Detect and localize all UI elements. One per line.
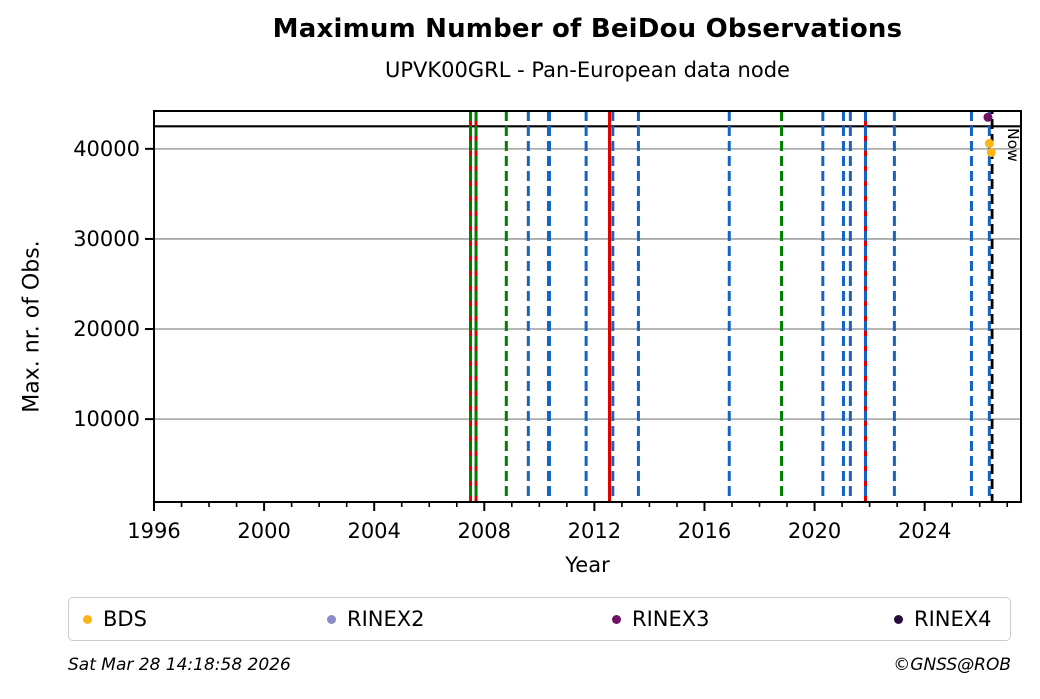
legend-label: RINEX2	[347, 607, 425, 631]
legend-marker-rinex2	[327, 614, 336, 624]
data-point-bds	[986, 147, 996, 157]
x-tick-label: 2016	[678, 519, 731, 543]
x-tick-label: 2012	[568, 519, 621, 543]
credit: ©GNSS@ROB	[893, 655, 1011, 675]
legend-label: RINEX3	[632, 607, 710, 631]
x-tick-label: 2020	[788, 519, 841, 543]
y-tick-label: 30000	[73, 227, 140, 251]
legend-item-rinex4: RINEX4	[894, 598, 992, 640]
legend-marker-rinex3	[612, 614, 621, 624]
y-tick-label: 40000	[73, 137, 140, 161]
data-point-rinex3	[983, 112, 993, 122]
now-label: Now	[1004, 128, 1022, 162]
x-tick-label: 2004	[347, 519, 400, 543]
legend: BDS RINEX2 RINEX3 RINEX4	[68, 597, 1011, 641]
legend-marker-bds	[83, 614, 92, 624]
x-axis-label: Year	[565, 553, 610, 577]
y-tick-label: 20000	[73, 317, 140, 341]
chart-subtitle: UPVK00GRL - Pan-European data node	[385, 58, 790, 82]
x-tick-label: 2008	[458, 519, 511, 543]
x-tick-label: 1996	[127, 519, 180, 543]
legend-item-rinex2: RINEX2	[327, 598, 425, 640]
legend-label: BDS	[103, 607, 147, 631]
x-tick-label: 2000	[237, 519, 290, 543]
legend-item-bds: BDS	[83, 598, 147, 640]
y-tick-label: 10000	[73, 407, 140, 431]
data-point-bds	[984, 138, 994, 148]
legend-label: RINEX4	[914, 607, 992, 631]
plot-area: Now 1996 2000 2004 2008 2012 2016 2020 2024 10000…	[73, 110, 1022, 543]
x-tick-label: 2024	[898, 519, 951, 543]
timestamp: Sat Mar 28 14:18:58 2026	[68, 655, 291, 675]
chart-title: Maximum Number of BeiDou Observations	[272, 14, 903, 44]
plot-frame	[153, 110, 1022, 503]
legend-item-rinex3: RINEX3	[612, 598, 710, 640]
legend-marker-rinex4	[894, 614, 903, 624]
